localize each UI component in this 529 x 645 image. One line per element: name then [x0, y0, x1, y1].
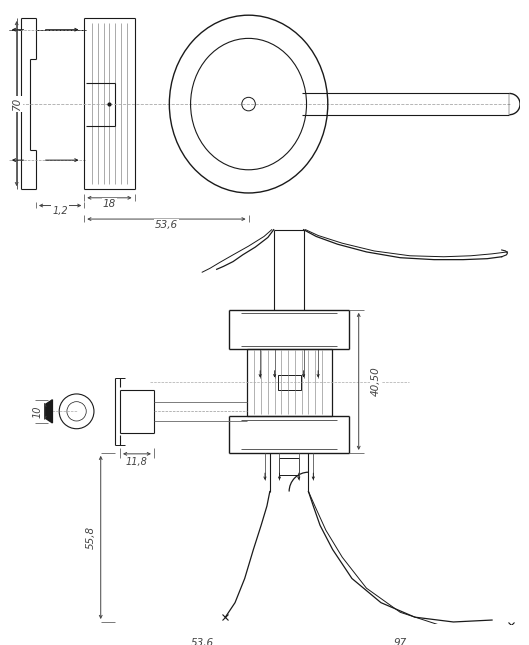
Text: 97: 97 — [394, 639, 407, 645]
Text: 1,2: 1,2 — [52, 206, 68, 216]
Bar — [278, 375, 300, 390]
Text: 11,8: 11,8 — [125, 457, 148, 466]
Text: 55,8: 55,8 — [86, 526, 96, 549]
Polygon shape — [35, 400, 52, 423]
Bar — [279, 458, 299, 475]
Text: 10: 10 — [33, 405, 43, 417]
Text: 53,6: 53,6 — [190, 639, 214, 645]
Text: 70: 70 — [12, 97, 22, 111]
Text: 18: 18 — [103, 199, 116, 208]
Text: 40,50: 40,50 — [371, 366, 381, 396]
Text: 53,6: 53,6 — [155, 220, 178, 230]
